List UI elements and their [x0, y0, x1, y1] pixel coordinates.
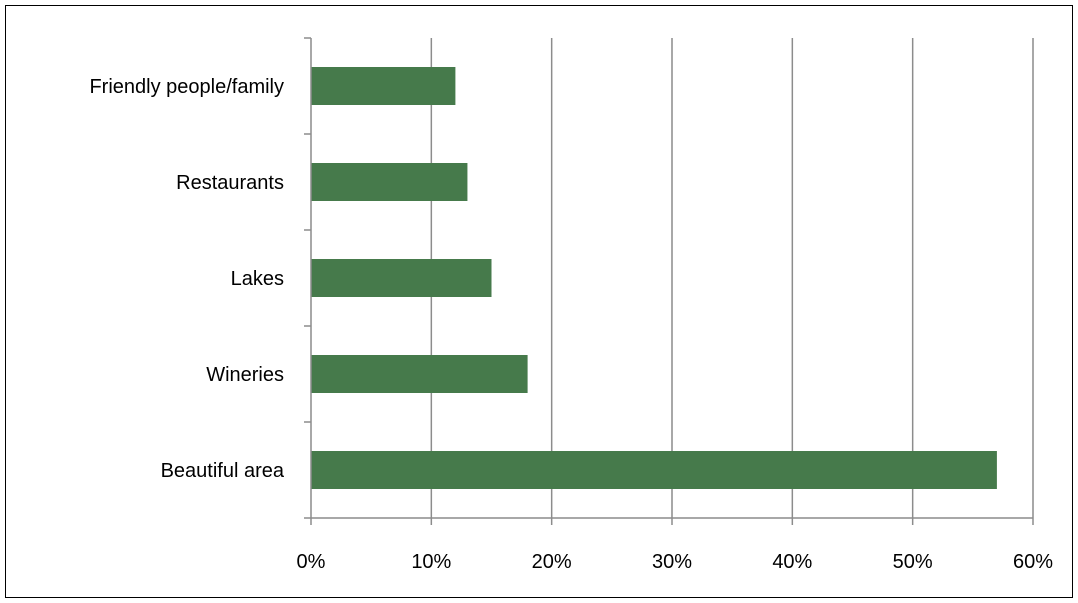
axes — [304, 37, 1034, 525]
category-label: Beautiful area — [161, 460, 285, 482]
x-tick-label: 20% — [532, 551, 572, 573]
x-tick-labels: 0% 10% 20% 30% 40% 50% 60% — [297, 551, 1054, 573]
bar — [311, 355, 528, 393]
gridlines — [430, 38, 1034, 518]
x-tick-label: 10% — [411, 551, 451, 573]
x-tick-label: 40% — [772, 551, 812, 573]
category-label: Wineries — [206, 364, 284, 386]
chart-frame — [5, 5, 1073, 598]
bar — [311, 451, 997, 489]
bar — [311, 67, 456, 105]
x-tick-label: 0% — [297, 551, 326, 573]
bars — [311, 67, 997, 489]
category-label: Restaurants — [176, 172, 284, 194]
x-tick-label: 50% — [893, 551, 933, 573]
bar — [311, 163, 468, 201]
x-tick-label: 60% — [1013, 551, 1053, 573]
category-labels: Friendly people/family Restaurants Lakes Wi… — [89, 76, 284, 482]
category-label: Friendly people/family — [89, 76, 284, 98]
bar — [311, 259, 492, 297]
category-label: Lakes — [231, 268, 284, 290]
x-tick-label: 30% — [652, 551, 692, 573]
